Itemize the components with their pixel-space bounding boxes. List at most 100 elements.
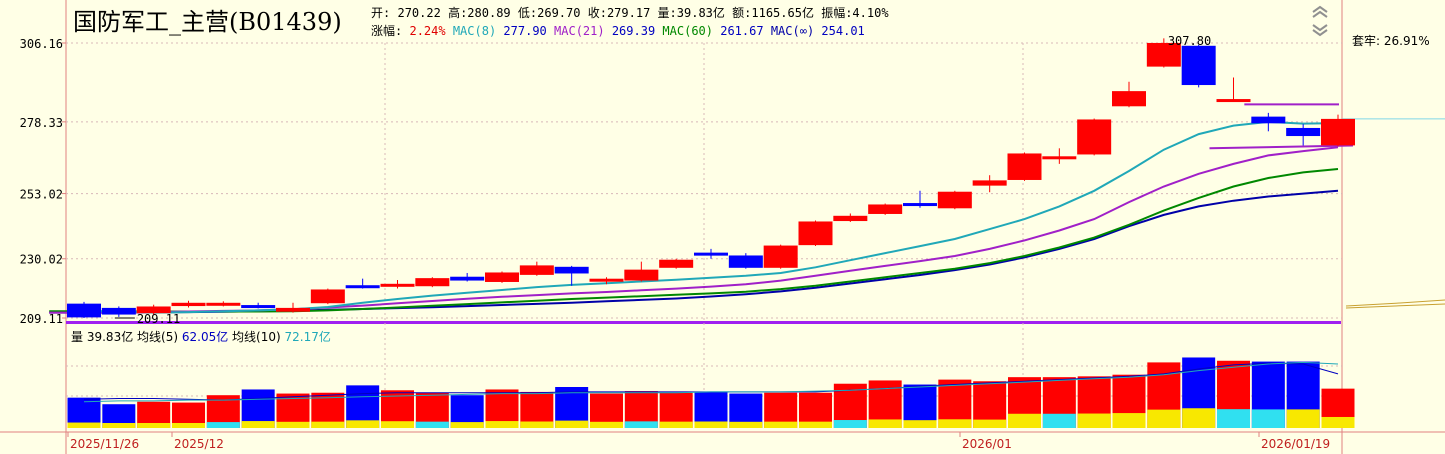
- y-tick-label: 230.02: [20, 253, 63, 267]
- change-value: 2.24%: [409, 24, 446, 38]
- volume-bar-segment: [1112, 413, 1146, 428]
- quote-line: 开: 270.22 高:280.89 低:269.70 收:279.17 量:3…: [371, 4, 889, 21]
- volume-bar-segment: [67, 422, 101, 428]
- volume-bar-segment: [485, 421, 519, 428]
- volume-legend: 量 39.83亿 均线(5) 62.05亿 均线(10) 72.17亿: [71, 328, 331, 345]
- candle-down: [101, 307, 136, 315]
- candle-up: [833, 215, 868, 222]
- candle-down: [345, 285, 380, 289]
- double-chevron-up-icon: [1312, 5, 1328, 18]
- y-tick-label: 253.02: [20, 188, 63, 202]
- high-value: 280.89: [467, 6, 511, 20]
- candle-up: [868, 204, 903, 214]
- date-axis: 2025/11/26 2025/12 2026/01 2026/01/19: [67, 432, 1330, 451]
- candle-up: [972, 180, 1007, 186]
- macinf-label: MAC(∞): [770, 24, 815, 38]
- level-line: [1209, 144, 1354, 150]
- candle-down: [554, 266, 589, 274]
- candle-up: [798, 221, 833, 246]
- macinf-value: 254.01: [821, 24, 865, 38]
- candle-up: [276, 307, 310, 312]
- vol-ma5-label: 均线(5): [137, 330, 179, 344]
- candlestick-series[interactable]: 307.80 209.11: [67, 34, 1355, 326]
- candle-down: [903, 203, 937, 207]
- vol-ma5-value: 62.05亿: [181, 330, 229, 344]
- mac21-label: MAC(21): [554, 24, 605, 38]
- vol-ma10-value: 72.17亿: [284, 330, 331, 344]
- volume-bar-segment: [381, 421, 414, 428]
- volume-bar-segment: [659, 421, 693, 428]
- amplitude-label: 振幅:: [821, 6, 853, 20]
- moving-average-lines: [49, 103, 1354, 314]
- trapped-ratio: 套牢: 26.91%: [1352, 32, 1430, 49]
- volume-bar-segment: [1251, 409, 1285, 428]
- volume-bar-segment: [1286, 409, 1320, 428]
- change-label: 涨幅:: [371, 24, 403, 38]
- volume-bar-segment: [624, 421, 658, 428]
- low-marker-label: 209.11: [137, 312, 180, 326]
- price-axis: 306.16 278.33 253.02 230.02 209.11: [20, 37, 66, 326]
- candle-up: [206, 302, 241, 306]
- candle-up: [415, 278, 450, 287]
- candle-down: [728, 255, 763, 268]
- mac8-value: 277.90: [503, 24, 547, 38]
- low-label: 低:: [517, 6, 538, 20]
- volume-bar-segment: [102, 423, 136, 428]
- candle-up: [1007, 153, 1042, 180]
- candle-up: [659, 259, 694, 268]
- volume-bar-segment: [172, 423, 205, 428]
- volume-bar-segment: [1147, 409, 1181, 428]
- volume-bar-segment: [520, 421, 554, 428]
- y-tick-label: 209.11: [20, 312, 63, 326]
- volume-bar-segment: [1182, 408, 1216, 428]
- volume-ma10-line: [83, 361, 1339, 403]
- volume-bar-segment: [868, 419, 902, 428]
- candle-up: [1112, 91, 1146, 107]
- scroll-up-button[interactable]: [1310, 4, 1330, 18]
- volume-bar-segment: [833, 420, 867, 428]
- trapped-ratio-value: 26.91%: [1383, 34, 1430, 48]
- mac21-value: 269.39: [611, 24, 656, 38]
- candle-up: [589, 278, 624, 282]
- candle-up: [485, 272, 519, 282]
- volume-bar-segment: [346, 420, 380, 428]
- mac8-label: MAC(8): [452, 24, 497, 38]
- x-tick-label: 2026/01: [962, 437, 1012, 451]
- high-marker-label: 307.80: [1168, 34, 1211, 48]
- x-tick-label: 2025/11/26: [70, 437, 139, 451]
- candle-down: [67, 303, 101, 318]
- candle-up: [763, 245, 798, 268]
- ma-legend: 涨幅: 2.24% MAC(8) 277.90 MAC(21) 269.39 M…: [371, 22, 865, 39]
- scroll-down-button[interactable]: [1310, 22, 1330, 37]
- candle-down: [1251, 116, 1286, 124]
- close-label: 收:: [587, 6, 607, 20]
- volume-bar-segment: [241, 421, 275, 428]
- amount-value: 1165.65亿: [751, 6, 814, 20]
- volume-legend-value: 39.83亿: [86, 330, 134, 344]
- mac60-line: [49, 168, 1339, 313]
- volume-bar-segment: [938, 419, 972, 428]
- chip-distribution: [1345, 299, 1445, 309]
- candle-up: [519, 265, 554, 275]
- volume-value: 39.83亿: [676, 6, 725, 20]
- volume-bar-segment: [1217, 409, 1250, 428]
- candle-down: [241, 305, 276, 309]
- volume-bar-segment: [764, 421, 798, 428]
- y-tick-label: 278.33: [20, 116, 63, 130]
- volume-bar-segment: [903, 420, 937, 428]
- x-tick-label: 2025/12: [174, 437, 224, 451]
- candle-down: [694, 252, 728, 256]
- volume-bar-segment: [973, 419, 1007, 428]
- close-value: 279.17: [606, 6, 651, 20]
- x-tick-label: 2026/01/19: [1261, 437, 1330, 451]
- trapped-ratio-label: 套牢:: [1352, 34, 1381, 48]
- pane-divider: [66, 321, 1341, 324]
- volume-bar-segment: [1321, 416, 1355, 428]
- volume-bars[interactable]: [67, 357, 1355, 428]
- candle-up: [380, 283, 415, 287]
- mac60-label: MAC(60): [662, 24, 713, 38]
- candle-up: [1042, 156, 1077, 160]
- candle-up: [1321, 118, 1355, 146]
- chart-title: 国防军工_主营(B01439): [73, 8, 342, 36]
- volume-bar-segment: [729, 421, 763, 428]
